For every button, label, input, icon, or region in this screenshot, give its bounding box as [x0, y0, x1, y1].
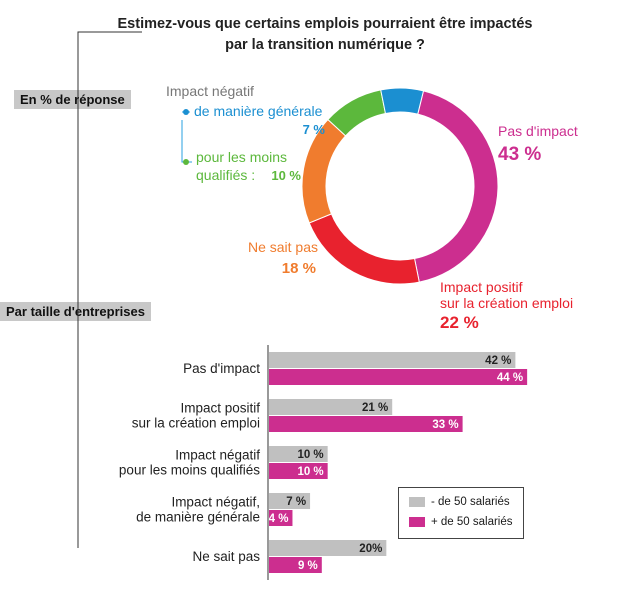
bar-small: [269, 540, 387, 556]
donut-labels: Impact négatif de manière générale 7 % pour…: [166, 83, 578, 332]
bar-value-label: 42 %: [485, 355, 511, 367]
category-label: Ne sait pas: [192, 549, 260, 564]
label-qualifies-2: qualifiés :: [196, 167, 255, 183]
legend-item-small: - de 50 salariés: [409, 496, 510, 508]
bar-large: [269, 557, 322, 573]
dot-generale: [183, 109, 189, 115]
donut-slice-generale: [380, 87, 425, 115]
donut-slice-pas_impact: [413, 90, 499, 283]
label-impact-positif-2: sur la création emploi: [440, 295, 573, 311]
category-label: Impact négatif,: [171, 495, 260, 510]
category-label: Impact négatif: [175, 448, 260, 463]
bar-large: [269, 369, 528, 385]
legend-label-small: - de 50 salariés: [431, 496, 510, 508]
value-pas-impact: 43 %: [498, 144, 541, 165]
legend-swatch-large: [409, 517, 425, 527]
value-qualifies: 10 %: [271, 168, 301, 183]
label-impact-negatif: Impact négatif: [166, 83, 254, 99]
bar-small: [269, 446, 328, 462]
legend-label-large: + de 50 salariés: [431, 516, 513, 528]
bracket-line: [77, 31, 142, 548]
bar-value-label: 20%: [359, 543, 382, 555]
category-label: pour les moins qualifiés: [119, 463, 260, 478]
bar-value-label: 7 %: [286, 496, 306, 508]
category-label: sur la création emploi: [132, 416, 260, 431]
bar-value-label: 21 %: [362, 402, 388, 414]
label-pas-impact: Pas d'impact: [498, 123, 578, 139]
bar-small: [269, 352, 516, 368]
bar-value-label: 44 %: [497, 372, 523, 384]
label-generale: de manière générale: [194, 103, 323, 119]
label-qualifies-1: pour les moins: [196, 149, 287, 165]
value-ne-sait-pas: 18 %: [282, 260, 316, 277]
value-impact-positif: 22 %: [440, 313, 479, 332]
chart-title: Estimez-vous que certains emplois pourra…: [117, 16, 533, 53]
connector-line-negatif: [181, 120, 192, 163]
donut-chart: [301, 87, 499, 285]
dot-qualifies: [183, 159, 189, 165]
bracket-lines: [77, 31, 192, 548]
category-label: de manière générale: [136, 510, 260, 525]
legend-item-large: + de 50 salariés: [409, 516, 513, 528]
bar-value-label: 4 %: [269, 513, 289, 525]
legend-swatch-small: [409, 497, 425, 507]
bar-value-label: 10 %: [297, 466, 323, 478]
bar-value-label: 10 %: [297, 449, 323, 461]
category-label: Impact positif: [180, 401, 260, 416]
bar-large: [269, 463, 328, 479]
donut-slice-impact_positif: [308, 213, 420, 285]
bar-large: [269, 510, 293, 526]
bar-value-label: 33 %: [432, 419, 458, 431]
section-label-percent: En % de réponse: [14, 90, 131, 109]
value-generale: 7 %: [303, 122, 326, 137]
bar-small: [269, 493, 311, 509]
category-label: Pas d'impact: [183, 361, 260, 376]
bar-value-label: 9 %: [298, 560, 318, 572]
bar-small: [269, 399, 393, 415]
label-impact-positif-1: Impact positif: [440, 279, 523, 295]
section-label-company-size: Par taille d'entreprises: [0, 302, 151, 321]
label-ne-sait-pas: Ne sait pas: [248, 239, 318, 255]
bar-large: [269, 416, 463, 432]
bar-legend: - de 50 salariés + de 50 salariés: [398, 487, 524, 539]
